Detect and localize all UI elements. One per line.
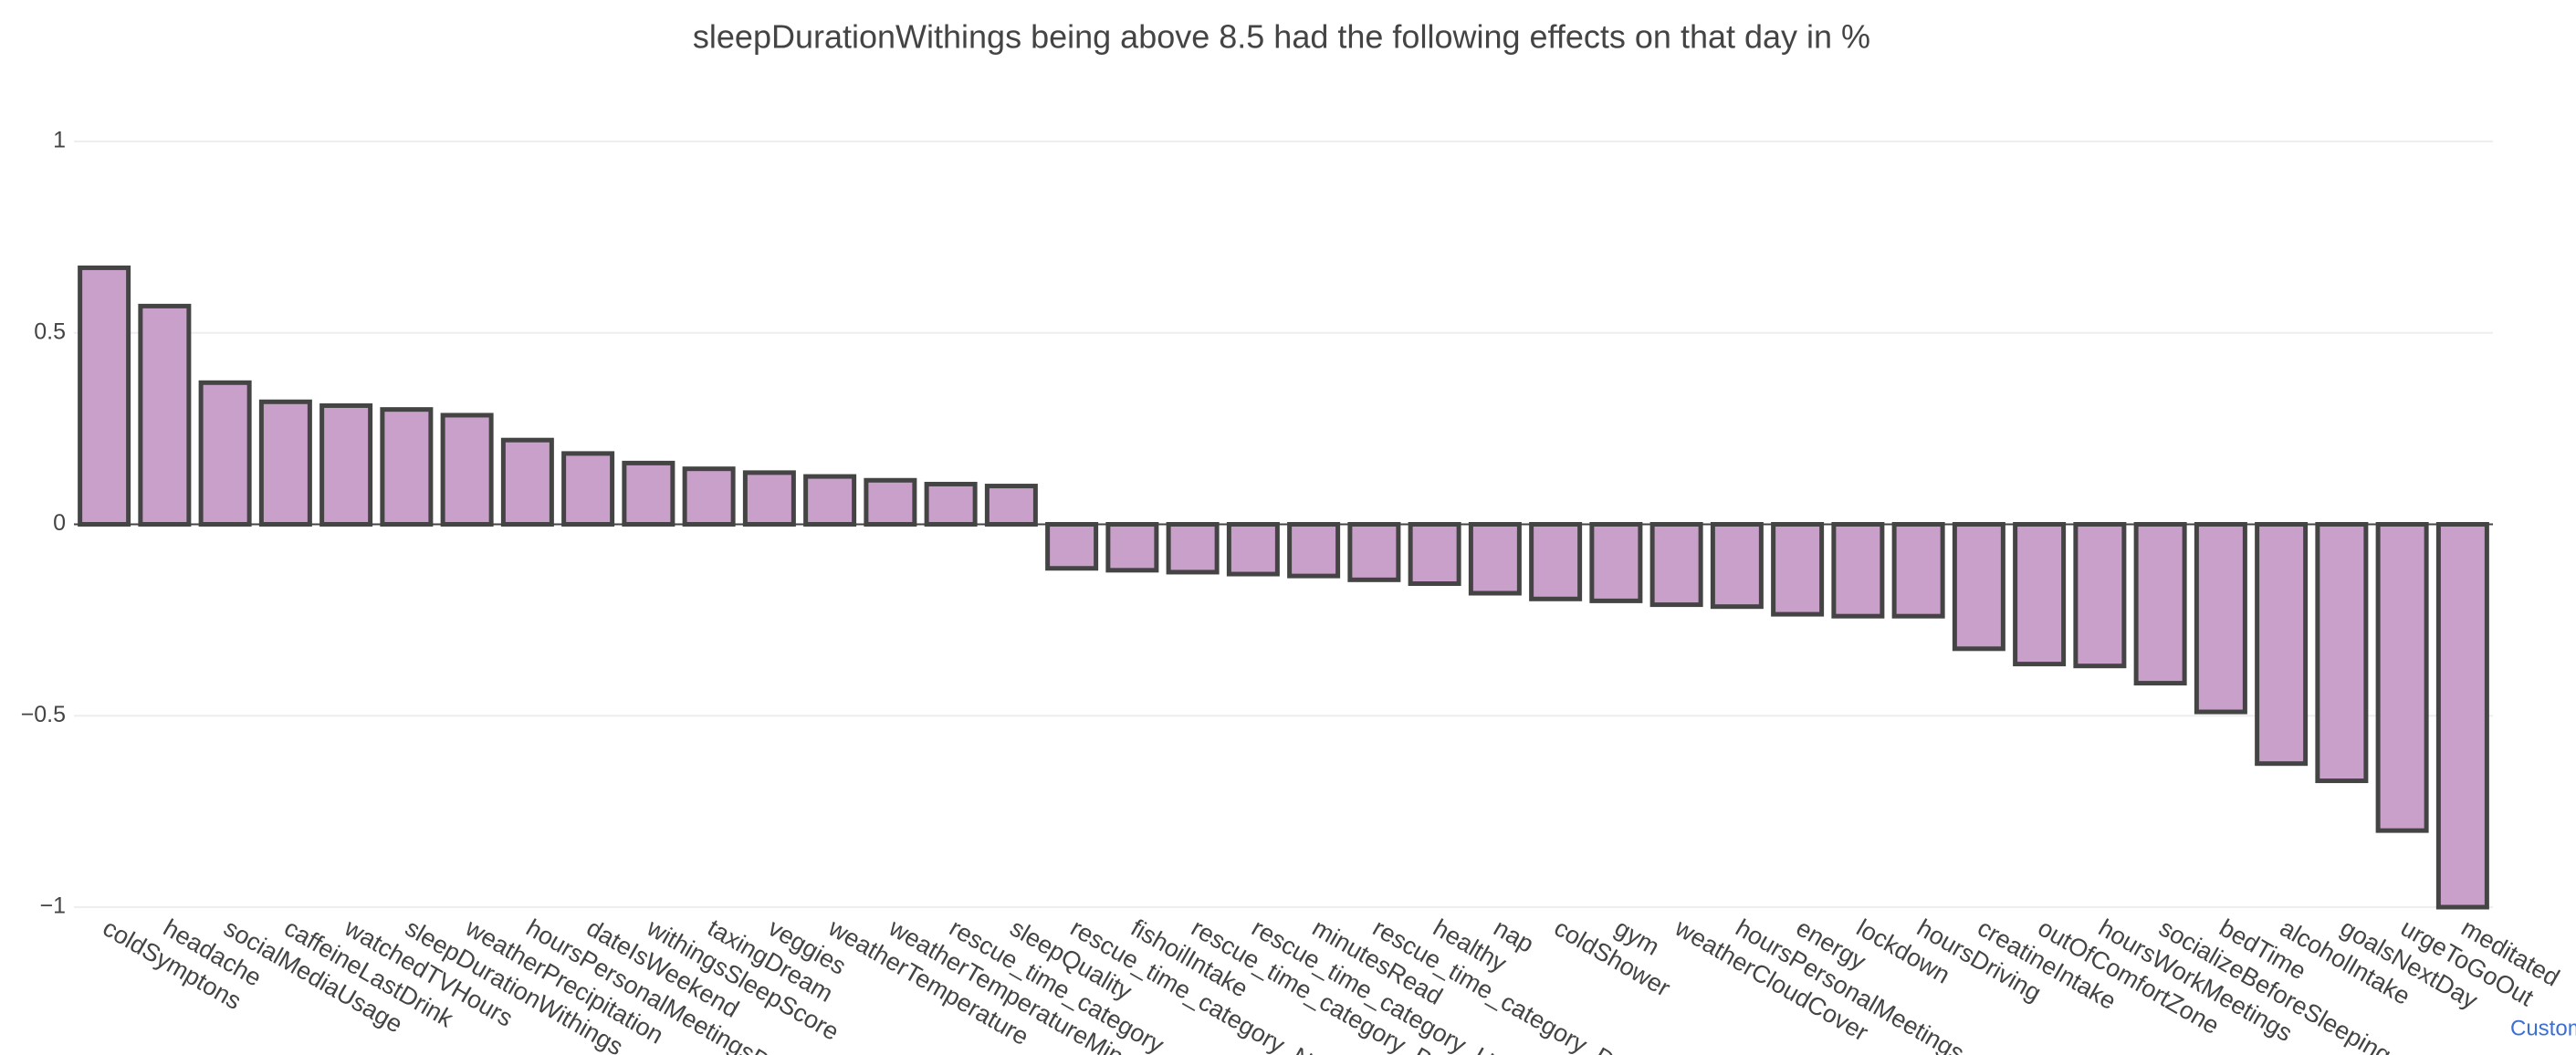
y-tick-label: −1 [39, 893, 66, 919]
bar [2435, 522, 2489, 910]
x-tick-label: coldShower [1550, 914, 1675, 1002]
bar [1529, 522, 1583, 601]
y-tick-label: −0.5 [21, 702, 66, 727]
bar [1771, 522, 1825, 617]
bar [138, 303, 192, 528]
bar [803, 474, 857, 527]
bar [864, 477, 917, 528]
bar [1952, 522, 2005, 652]
bar [742, 470, 796, 527]
bar [2194, 522, 2247, 715]
y-tick-label: 0.5 [34, 319, 66, 344]
bar [561, 451, 615, 527]
bar [924, 481, 978, 528]
bar [1408, 522, 1461, 587]
bar [78, 265, 131, 527]
bar [2315, 522, 2369, 784]
bar [258, 399, 312, 528]
bar [622, 460, 675, 528]
bar [2375, 522, 2429, 833]
bar [2133, 522, 2187, 686]
bar [1226, 522, 1280, 577]
bar [1347, 522, 1401, 582]
y-tick-label: 1 [53, 128, 66, 153]
bar [1649, 522, 1703, 608]
bar [1710, 522, 1764, 610]
bar [984, 484, 1038, 527]
bar [2013, 522, 2067, 667]
chart-title: sleepDurationWithings being above 8.5 ha… [693, 18, 1870, 56]
bar [2073, 522, 2127, 669]
bar [440, 413, 494, 528]
bar [1589, 522, 1643, 603]
bar [682, 466, 736, 527]
bar [1105, 522, 1159, 573]
link[interactable]: Custom [2510, 1016, 2576, 1040]
bar [1468, 522, 1522, 596]
bar [380, 407, 434, 527]
y-tick-label: 0 [53, 510, 66, 536]
bar [1287, 522, 1341, 579]
bar [1891, 522, 1945, 619]
bar [2255, 522, 2309, 767]
bar [319, 402, 373, 527]
bar [1831, 522, 1885, 619]
bar [1166, 522, 1220, 575]
bar [198, 380, 252, 527]
bar [1045, 522, 1099, 571]
bar [500, 437, 554, 527]
